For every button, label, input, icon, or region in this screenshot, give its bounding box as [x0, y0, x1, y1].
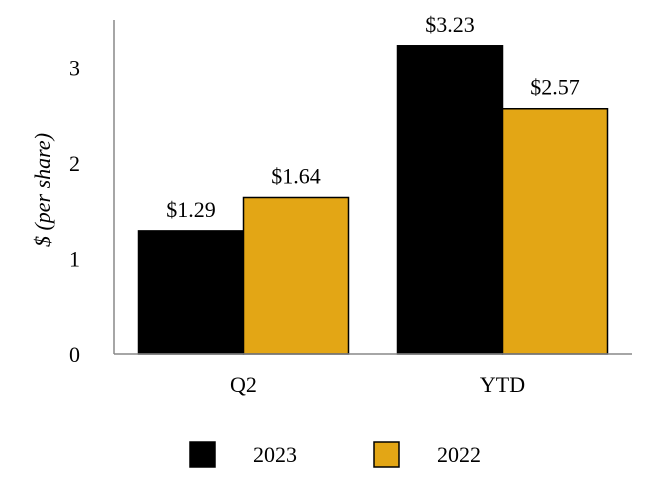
bar-2022-YTD: [501, 107, 609, 355]
legend-label-2022: 2022: [437, 442, 481, 467]
y-tick-label-3: 3: [69, 56, 80, 81]
y-tick-label-2: 2: [69, 151, 80, 176]
data-label-2023-YTD: $3.23: [425, 12, 475, 37]
bars-group: [137, 45, 609, 355]
bar-2023-Q2: [137, 230, 245, 355]
bar-2023-YTD: [396, 45, 504, 355]
x-tick-label-YTD: YTD: [480, 372, 525, 397]
category-labels-group: Q2 YTD: [230, 372, 525, 397]
data-label-2022-Q2: $1.64: [271, 163, 321, 188]
y-axis-label: $ (per share): [30, 133, 55, 247]
bar-2022-Q2: [242, 196, 350, 355]
data-label-2023-Q2: $1.29: [166, 197, 216, 222]
data-label-2022-YTD: $2.57: [530, 75, 580, 100]
y-tick-label-0: 0: [69, 342, 80, 367]
axes-group: [113, 20, 632, 355]
value-labels-group: $1.29 $1.64 $3.23 $2.57: [166, 12, 580, 222]
legend-label-2023: 2023: [253, 442, 297, 467]
y-tick-label-1: 1: [69, 247, 80, 272]
y-tick-labels-group: 0 1 2 3: [69, 56, 80, 367]
legend: 2023 2022: [189, 441, 481, 468]
x-tick-label-Q2: Q2: [230, 372, 257, 397]
legend-swatch-2022: [373, 441, 400, 468]
legend-swatch-2023: [189, 441, 216, 468]
